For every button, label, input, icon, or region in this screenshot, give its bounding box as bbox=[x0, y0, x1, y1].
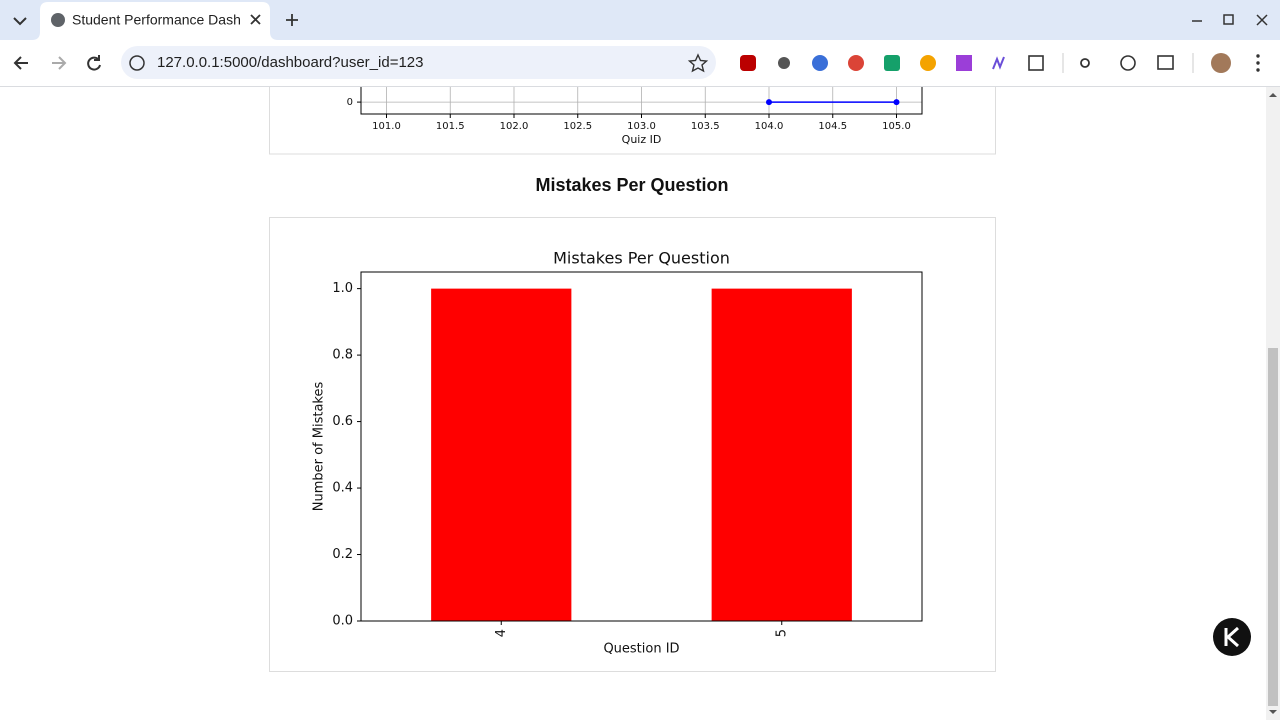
extension-icon[interactable] bbox=[812, 55, 828, 71]
extension-icon[interactable] bbox=[740, 55, 756, 71]
extension-icon[interactable] bbox=[884, 55, 900, 71]
scrollbar-thumb[interactable] bbox=[1268, 348, 1278, 706]
menu-button bbox=[1256, 61, 1260, 65]
content: 0 101.0 101.5 102.0 102.5 103.0 103.5 104.0 104.… bbox=[269, 87, 996, 155]
plot-frame bbox=[360, 87, 923, 115]
assistant-icon bbox=[1224, 626, 1240, 648]
chart-card bbox=[269, 217, 996, 672]
bar bbox=[711, 288, 852, 621]
reading-list-button[interactable] bbox=[1157, 55, 1174, 70]
extensions-button[interactable] bbox=[1028, 55, 1044, 71]
tab-favicon bbox=[51, 13, 65, 27]
close-tab-button[interactable] bbox=[250, 14, 261, 25]
active-tab[interactable] bbox=[32, 2, 278, 40]
y-tick-label: 0.6 bbox=[332, 414, 353, 429]
x-tick-label: 102.5 bbox=[563, 121, 592, 132]
extension-icon[interactable] bbox=[848, 55, 864, 71]
profile-avatar[interactable] bbox=[1211, 53, 1231, 73]
extension-icon[interactable] bbox=[956, 55, 972, 71]
assistant-button[interactable] bbox=[1213, 618, 1251, 656]
x-axis-label: Question ID bbox=[603, 642, 679, 657]
section-title: Mistakes Per Question bbox=[535, 175, 728, 195]
y-tick-label: 0.2 bbox=[332, 547, 353, 562]
new-tab-button[interactable] bbox=[286, 14, 298, 26]
bookmark-button[interactable] bbox=[687, 53, 709, 73]
x-axis-label: Quiz ID bbox=[622, 133, 662, 146]
data-point bbox=[893, 99, 900, 106]
mistakes-chart: Mistakes Per Question Number of Mistakes 0… bbox=[312, 249, 923, 657]
close-window-button[interactable] bbox=[1256, 14, 1268, 26]
chart-title: Mistakes Per Question bbox=[553, 249, 730, 268]
forward-button[interactable] bbox=[52, 56, 67, 70]
omnibox[interactable] bbox=[121, 46, 716, 79]
x-tick-label: 4 bbox=[494, 629, 509, 637]
chart-card bbox=[269, 87, 996, 155]
x-tick-label: 5 bbox=[774, 629, 789, 637]
y-tick-label: 0.0 bbox=[332, 614, 353, 629]
x-tick-label: 104.5 bbox=[818, 121, 847, 132]
tab-title: Student Performance Dash bbox=[72, 12, 241, 28]
tab-search-button[interactable] bbox=[13, 17, 27, 26]
y-axis-label: Number of Mistakes bbox=[312, 382, 327, 512]
extension-icon[interactable] bbox=[920, 55, 936, 71]
x-tick-label: 105.0 bbox=[882, 121, 911, 132]
reload-button[interactable] bbox=[87, 55, 101, 71]
x-tick-label: 101.5 bbox=[436, 121, 465, 132]
quiz-chart: 0 101.0 101.5 102.0 102.5 103.0 103.5 104.0 104.… bbox=[347, 87, 923, 146]
history-button[interactable] bbox=[1120, 55, 1136, 71]
extension-icon[interactable] bbox=[992, 56, 1005, 70]
y-tick-label: 0.8 bbox=[332, 348, 353, 363]
site-info-icon[interactable] bbox=[129, 55, 145, 71]
scroll-down[interactable] bbox=[1269, 710, 1277, 714]
x-tick-label: 104.0 bbox=[755, 121, 784, 132]
url[interactable]: 127.0.0.1:5000/dashboard?user_id=123 bbox=[157, 54, 423, 71]
plot-frame bbox=[360, 271, 923, 622]
x-tick-label: 103.5 bbox=[691, 121, 720, 132]
scroll-up[interactable] bbox=[1269, 93, 1277, 97]
data-point bbox=[766, 99, 772, 106]
x-tick-label: 103.0 bbox=[627, 121, 656, 132]
menu-button bbox=[1256, 68, 1260, 72]
extension-icon[interactable] bbox=[778, 57, 790, 69]
back-button[interactable] bbox=[13, 56, 28, 70]
bar bbox=[431, 288, 572, 621]
x-tick-label: 101.0 bbox=[372, 121, 401, 132]
y-tick-label: 0.4 bbox=[332, 481, 353, 496]
y-tick-label: 1.0 bbox=[332, 281, 353, 296]
x-tick-label: 102.0 bbox=[500, 121, 529, 132]
restore-button[interactable] bbox=[1223, 14, 1234, 25]
passwords-button[interactable] bbox=[1080, 58, 1090, 68]
menu-button[interactable] bbox=[1256, 54, 1260, 58]
y-tick-label: 0 bbox=[347, 97, 353, 108]
